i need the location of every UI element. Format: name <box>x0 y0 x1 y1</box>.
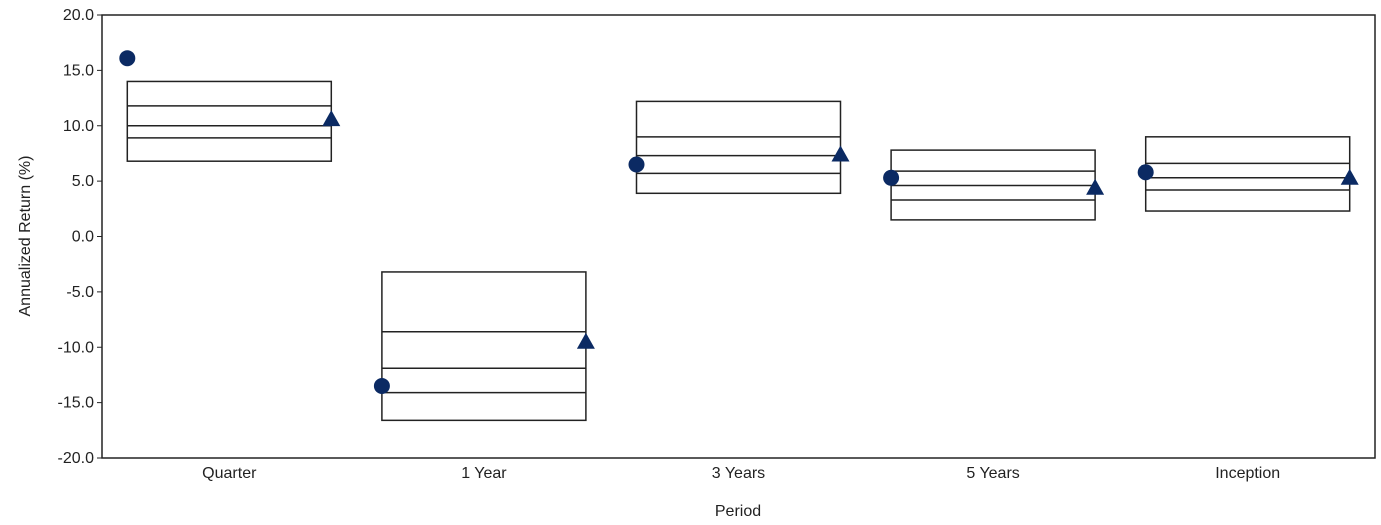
y-tick-label: -15.0 <box>58 395 95 412</box>
circle-marker <box>373 378 390 395</box>
y-tick-label: 15.0 <box>63 62 94 79</box>
y-tick-label: 0.0 <box>72 229 94 246</box>
series-markers <box>119 50 1359 395</box>
x-tick-label: Quarter <box>202 465 257 482</box>
percentile-boxes <box>126 80 1351 422</box>
y-tick-label: 10.0 <box>63 118 94 135</box>
x-tick-label: 3 Years <box>712 465 765 482</box>
x-axis-title: Period <box>715 503 761 520</box>
percentile-box <box>126 80 333 162</box>
circle-marker <box>628 156 645 173</box>
triangle-marker <box>576 332 595 349</box>
percentile-box <box>1144 136 1351 212</box>
circle-marker <box>1137 164 1154 181</box>
percentile-box <box>381 271 587 422</box>
circle-marker <box>119 50 136 67</box>
y-tick-label: 20.0 <box>63 7 94 24</box>
x-axis-ticks: Quarter 1 Year 3 Years 5 Years Inception <box>202 465 1280 482</box>
y-tick-label: -20.0 <box>58 450 95 467</box>
y-axis-ticks: 20.0 15.0 10.0 5.0 0.0 -5.0 -10.0 -15.0 -20.0 <box>58 7 102 467</box>
triangle-marker <box>322 110 341 127</box>
triangle-marker <box>1340 168 1359 185</box>
triangle-marker <box>1086 178 1105 195</box>
y-axis-title: Annualized Return (%) <box>17 156 34 317</box>
y-tick-label: -5.0 <box>66 284 94 301</box>
x-tick-label: 5 Years <box>966 465 1019 482</box>
x-tick-label: Inception <box>1215 465 1280 482</box>
y-tick-label: 5.0 <box>72 173 94 190</box>
triangle-marker <box>831 145 850 162</box>
x-tick-label: 1 Year <box>461 465 507 482</box>
percentile-box <box>635 100 842 195</box>
y-tick-label: -10.0 <box>58 339 95 356</box>
circle-marker <box>883 169 900 186</box>
